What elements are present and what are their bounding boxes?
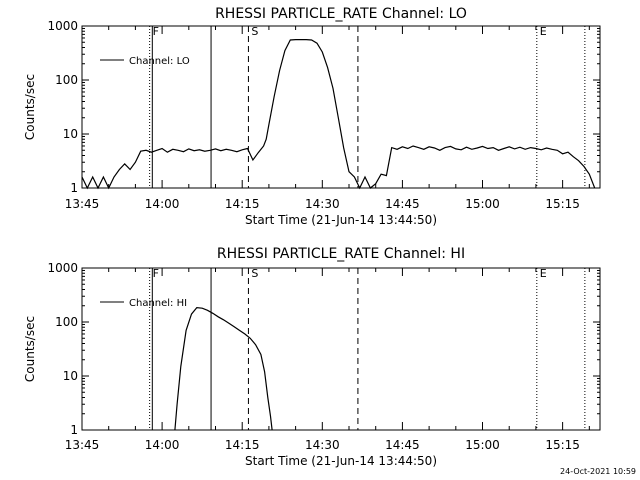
- x-tick-label: 14:00: [145, 438, 180, 452]
- marker-label: F: [153, 267, 159, 280]
- legend-label: Channel: HI: [129, 298, 187, 309]
- y-axis-label: Counts/sec: [23, 316, 37, 382]
- y-tick-label: 1000: [47, 261, 78, 275]
- y-tick-label: 1000: [47, 19, 78, 33]
- y-axis-label: Counts/sec: [23, 74, 37, 140]
- y-tick-label: 10: [63, 369, 78, 383]
- marker-label: S: [251, 267, 258, 280]
- panel-lo: RHESSI PARTICLE_RATE Channel: LO 1 10 100 10…: [23, 6, 601, 227]
- x-axis-label: Start Time (21-Jun-14 13:44:50): [245, 454, 437, 468]
- x-axis-label: Start Time (21-Jun-14 13:44:50): [245, 213, 437, 227]
- y-tick-label: 1: [70, 181, 78, 195]
- x-tick-label: 13:45: [65, 197, 100, 211]
- plot-frame: [81, 25, 601, 189]
- marker-label: E: [540, 267, 547, 280]
- y-tick-label: 1: [70, 423, 78, 437]
- plot-frame: [81, 267, 601, 431]
- x-tick-label: 14:30: [305, 197, 340, 211]
- panel-hi: RHESSI PARTICLE_RATE Channel: HI 1 10 100 10…: [23, 246, 601, 468]
- chart-title: RHESSI PARTICLE_RATE Channel: LO: [215, 6, 467, 22]
- y-tick-label: 100: [55, 73, 78, 87]
- series-line: [81, 38, 596, 190]
- chart-title: RHESSI PARTICLE_RATE Channel: HI: [217, 246, 465, 262]
- x-tick-label: 14:45: [385, 197, 420, 211]
- series-line: [174, 306, 273, 431]
- legend-label: Channel: LO: [129, 56, 190, 67]
- x-tick-label: 14:00: [145, 197, 180, 211]
- x-tick-label: 14:45: [385, 438, 420, 452]
- x-tick-label: 15:00: [465, 197, 500, 211]
- x-tick-label: 15:15: [545, 438, 580, 452]
- marker-label: E: [540, 25, 547, 38]
- y-tick-label: 10: [63, 127, 78, 141]
- x-tick-label: 15:15: [545, 197, 580, 211]
- x-tick-label: 14:15: [225, 197, 260, 211]
- x-tick-label: 13:45: [65, 438, 100, 452]
- plot-timestamp: 24-Oct-2021 10:59: [560, 467, 636, 476]
- marker-label: S: [251, 25, 258, 38]
- x-tick-label: 14:30: [305, 438, 340, 452]
- x-tick-label: 14:15: [225, 438, 260, 452]
- y-tick-label: 100: [55, 315, 78, 329]
- x-tick-label: 15:00: [465, 438, 500, 452]
- marker-label: F: [153, 25, 159, 38]
